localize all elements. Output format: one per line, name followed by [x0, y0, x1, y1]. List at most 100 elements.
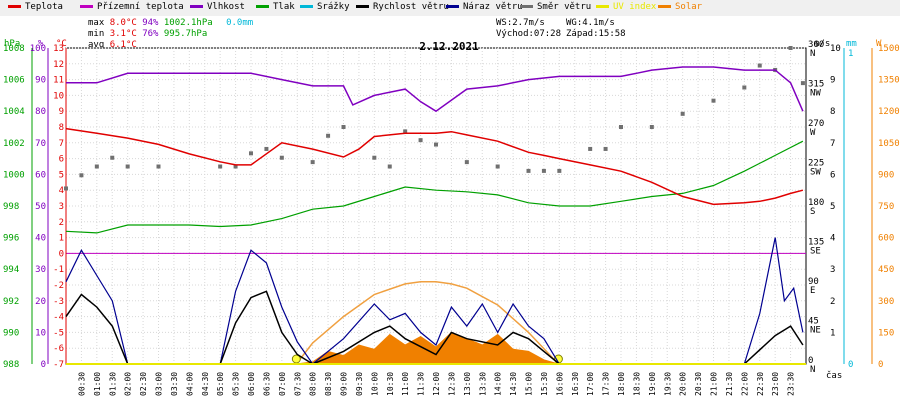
- tick-label-wind-dir-name: NW: [810, 89, 821, 99]
- wind-direction-point: [326, 133, 331, 138]
- tick-label-x: 07:00: [278, 372, 287, 396]
- wind-direction-point: [249, 151, 253, 156]
- legend-label: Solar: [675, 2, 703, 12]
- wind-direction-point: [434, 142, 438, 147]
- tick-label-temperature: 4: [59, 186, 64, 196]
- stat-min-hum: 76%: [142, 29, 159, 39]
- stat-avg-label: avg: [88, 40, 105, 50]
- tick-label-pressure: 1002: [3, 139, 25, 149]
- tick-label-wind-dir: 180: [808, 198, 824, 208]
- legend-swatch: [190, 5, 203, 8]
- tick-label-x: 03:30: [170, 372, 179, 396]
- legend-item-8: UV index: [596, 2, 656, 12]
- legend-item-1: Přízemní teplota: [80, 2, 184, 12]
- tick-label-humidity: 10: [35, 328, 46, 338]
- tick-label-wind-dir-name: W: [810, 128, 816, 138]
- tick-label-temperature: 0: [59, 249, 64, 259]
- wind-direction-point: [279, 155, 284, 160]
- wind-direction-point: [464, 160, 469, 165]
- tick-label-wind-dir: 225: [808, 159, 824, 169]
- wind-direction-point: [680, 111, 685, 116]
- tick-label-pressure: 996: [3, 234, 19, 244]
- tick-label-wind-speed: 7: [830, 139, 835, 149]
- tick-label-x: 04:00: [185, 372, 194, 396]
- legend-item-2: Vlhkost: [190, 2, 245, 12]
- tick-label-solar: 150: [878, 328, 894, 338]
- tick-label-x: 20:00: [679, 372, 688, 396]
- wind-direction-point: [79, 173, 84, 178]
- tick-label-solar: 1500: [878, 44, 900, 54]
- wind-direction-point: [310, 160, 315, 165]
- tick-label-humidity: 20: [35, 297, 46, 307]
- stat-ws: WS:2.7m/s: [496, 18, 545, 28]
- tick-label-x: 09:00: [340, 372, 349, 396]
- grid: [66, 47, 806, 365]
- tick-label-x: 03:00: [155, 372, 164, 396]
- tick-label-humidity: 60: [35, 170, 46, 180]
- series-solar-theoretical: [295, 281, 559, 365]
- tick-label-x: 10:00: [370, 372, 379, 396]
- tick-label-x: 21:00: [710, 372, 719, 396]
- stat-avg-temp: 6.1°C: [109, 40, 137, 50]
- wind-direction-point: [418, 138, 423, 143]
- legend-swatch: [300, 5, 313, 8]
- legend-swatch: [446, 5, 459, 8]
- legend-label: Srážky: [317, 2, 350, 12]
- tick-label-x: 22:30: [756, 372, 765, 396]
- tick-label-x: 15:30: [540, 372, 549, 396]
- tick-label-x: 20:30: [694, 372, 703, 396]
- tick-label-x: 10:30: [386, 372, 395, 396]
- tick-label-pressure: 988: [3, 360, 19, 370]
- tick-label-x: 06:00: [247, 372, 256, 396]
- tick-label-pressure: 1008: [3, 44, 25, 54]
- tick-label-pressure: 992: [3, 297, 19, 307]
- tick-label-pressure: 1000: [3, 170, 25, 180]
- tick-label-x: 16:00: [555, 372, 564, 396]
- tick-label-x: 09:30: [355, 372, 364, 396]
- tick-label-x: 00:30: [77, 372, 86, 396]
- legend-label: Rychlost větru: [373, 2, 449, 12]
- legend-label: Teplota: [25, 2, 63, 12]
- tick-label-solar: 450: [878, 265, 894, 275]
- stat-max-row: max 8.0°C 94% 1002.1hPa 0.0mm: [88, 18, 253, 28]
- wind-direction-point: [403, 129, 408, 134]
- tick-label-x: 13:00: [463, 372, 472, 396]
- wind-direction-point: [649, 125, 654, 129]
- tick-label-x: 22:00: [740, 372, 749, 396]
- wind-direction-point: [64, 186, 68, 191]
- tick-label-x: 06:30: [262, 372, 271, 396]
- tick-label-x: 17:30: [602, 372, 611, 396]
- wind-direction-point: [495, 164, 500, 169]
- stat-min-row: min 3.1°C 76% 995.7hPa: [88, 29, 207, 39]
- tick-label-wind-speed: 2: [830, 297, 835, 307]
- stat-min-temp: 3.1°C: [109, 29, 137, 39]
- legend-item-7: Směr větru: [520, 2, 591, 12]
- tick-label-solar: 750: [878, 202, 894, 212]
- tick-label-temperature: 11: [53, 76, 64, 86]
- tick-label-x: 23:30: [787, 372, 796, 396]
- tick-label-wind-dir: 90: [808, 277, 819, 287]
- legend-item-3: Tlak: [256, 2, 295, 12]
- tick-label-pressure: 1004: [3, 107, 25, 117]
- tick-label-wind-speed: 1: [830, 328, 835, 338]
- stat-sunset: Západ:15:58: [566, 29, 626, 39]
- tick-label-wind-dir: 270: [808, 119, 824, 129]
- tick-label-wind-dir-name: SW: [810, 168, 821, 178]
- tick-label-temperature: -1: [53, 265, 64, 275]
- tick-label-temperature: 1: [59, 234, 64, 244]
- stat-wg: WG:4.1m/s: [566, 18, 615, 28]
- tick-label-wind-dir: 135: [808, 238, 824, 248]
- tick-label-x: 02:30: [139, 372, 148, 396]
- wind-direction-point: [788, 46, 793, 50]
- series-humidity: [66, 66, 804, 113]
- tick-label-temperature: 8: [59, 123, 64, 133]
- tick-label-solar: 300: [878, 297, 894, 307]
- tick-label-x: 11:30: [417, 372, 426, 396]
- tick-label-temperature: -4: [53, 313, 64, 323]
- legend-item-6: Náraz větru: [446, 2, 523, 12]
- tick-label-temperature: -5: [53, 328, 64, 338]
- tick-label-wind-dir-name: NE: [810, 326, 821, 336]
- tick-label-x: 05:30: [232, 372, 241, 396]
- tick-label-rain: 1: [848, 49, 853, 59]
